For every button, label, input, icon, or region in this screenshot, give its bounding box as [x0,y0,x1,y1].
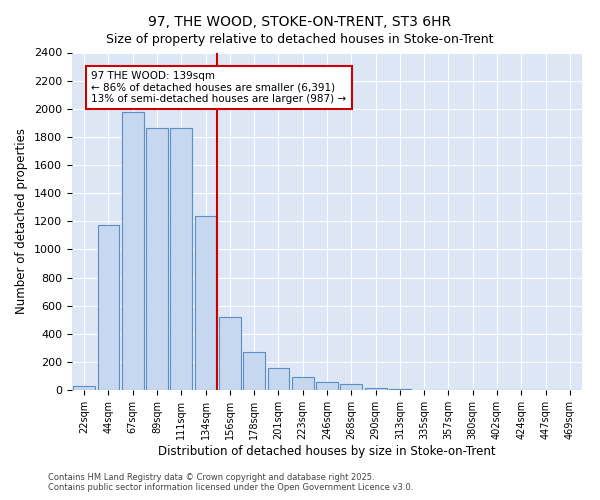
Bar [194,216,217,390]
Bar [316,382,338,390]
Text: 97, THE WOOD, STOKE-ON-TRENT, ST3 6HR: 97, THE WOOD, STOKE-ON-TRENT, ST3 6HR [148,15,452,29]
Bar [170,128,192,390]
Bar [73,386,95,390]
Bar [268,368,289,390]
Bar [340,384,362,390]
Bar [243,352,265,390]
Text: Size of property relative to detached houses in Stoke-on-Trent: Size of property relative to detached ho… [106,32,494,46]
Bar [292,378,314,390]
Y-axis label: Number of detached properties: Number of detached properties [16,128,28,314]
Text: Contains HM Land Registry data © Crown copyright and database right 2025.
Contai: Contains HM Land Registry data © Crown c… [48,473,413,492]
Bar [219,317,241,390]
Bar [146,128,168,390]
Bar [365,388,386,390]
Bar [122,112,143,390]
Text: 97 THE WOOD: 139sqm
← 86% of detached houses are smaller (6,391)
13% of semi-det: 97 THE WOOD: 139sqm ← 86% of detached ho… [91,71,347,104]
X-axis label: Distribution of detached houses by size in Stoke-on-Trent: Distribution of detached houses by size … [158,444,496,458]
Bar [97,226,119,390]
